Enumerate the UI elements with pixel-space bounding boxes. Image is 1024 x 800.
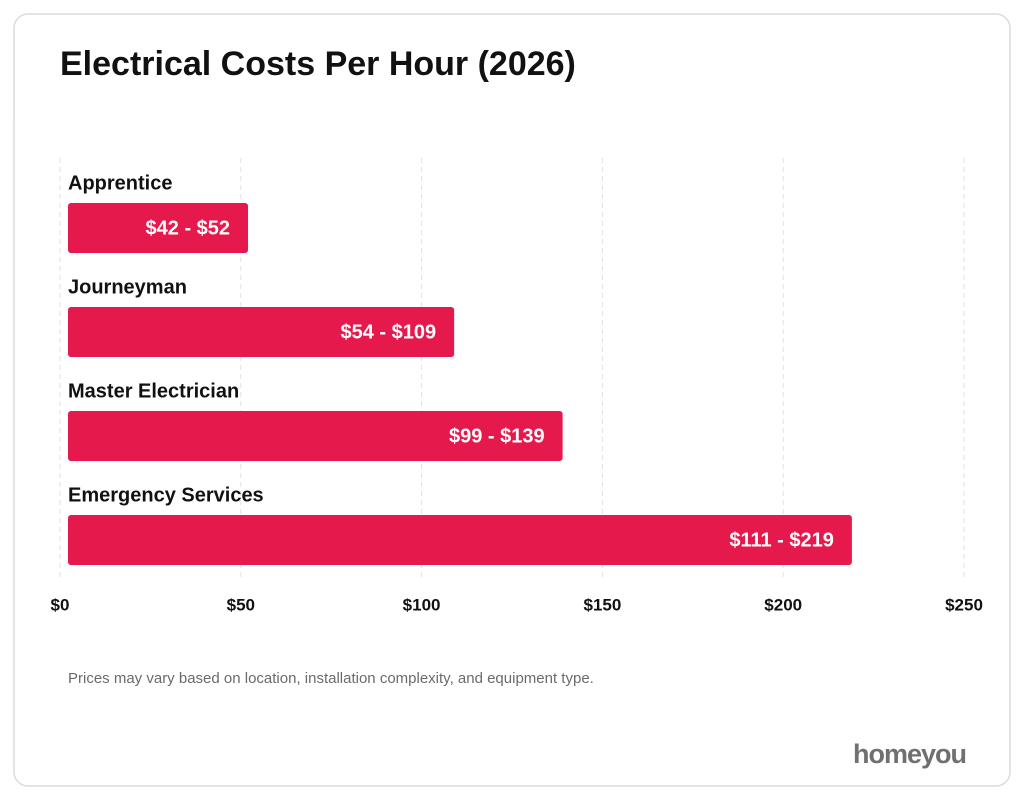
bar <box>68 515 852 565</box>
bar <box>68 307 455 357</box>
category-label: Emergency Services <box>68 484 264 506</box>
value-label: $99 - $139 <box>449 425 545 447</box>
value-label: $42 - $52 <box>146 217 231 239</box>
x-tick-label: $200 <box>764 595 802 614</box>
category-label: Journeyman <box>68 276 187 298</box>
logo: homeyou <box>853 739 966 769</box>
x-tick-label: $0 <box>51 595 70 614</box>
chart-title: Electrical Costs Per Hour (2026) <box>60 45 576 83</box>
bar <box>68 203 249 253</box>
value-label: $54 - $109 <box>341 321 437 343</box>
x-tick-label: $250 <box>945 595 983 614</box>
category-label: Apprentice <box>68 172 172 194</box>
footnote: Prices may vary based on location, insta… <box>68 670 594 687</box>
x-tick-label: $150 <box>583 595 621 614</box>
x-tick-label: $50 <box>227 595 255 614</box>
card <box>13 13 1011 787</box>
value-label: $111 - $219 <box>729 529 834 551</box>
x-tick-label: $100 <box>403 595 441 614</box>
bar <box>68 411 563 461</box>
category-label: Master Electrician <box>68 380 239 402</box>
